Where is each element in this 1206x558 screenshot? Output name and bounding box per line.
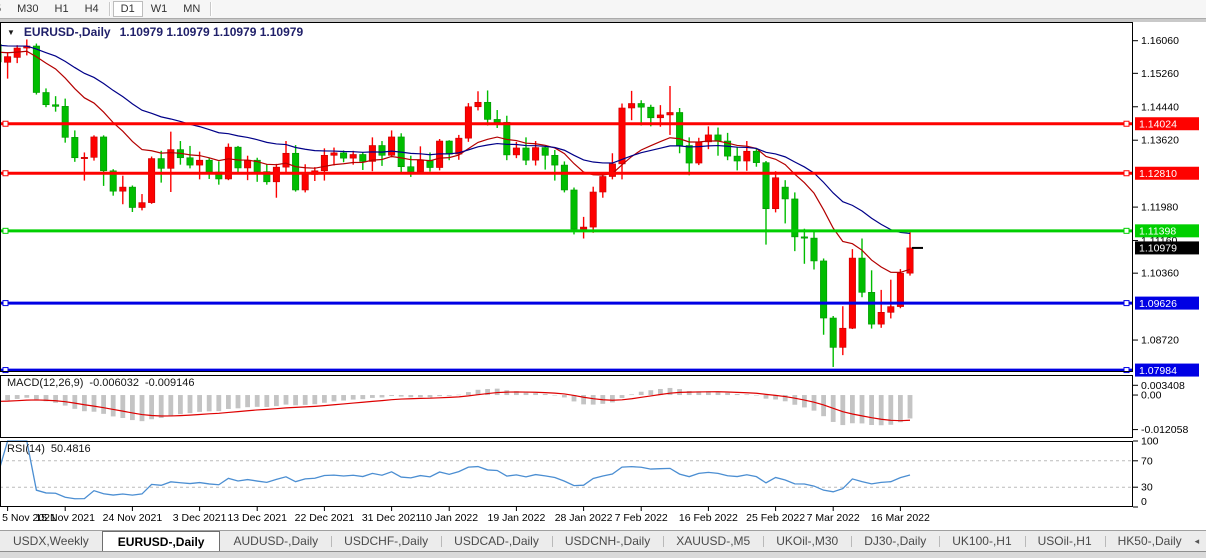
rsi-line [0,440,911,500]
svg-text:7 Mar 2022: 7 Mar 2022 [807,512,860,524]
svg-text:30: 30 [1141,482,1153,494]
svg-text:16 Feb 2022: 16 Feb 2022 [679,512,738,524]
svg-text:15 Nov 2021: 15 Nov 2021 [35,512,95,524]
rsi-pane [0,440,911,500]
toolbar-divider [0,18,1206,23]
toolbar-separator [210,2,213,16]
rsi-label: RSI(14) 50.4816 [7,443,91,455]
svg-text:7 Feb 2022: 7 Feb 2022 [615,512,668,524]
svg-text:13 Dec 2021: 13 Dec 2021 [227,512,287,524]
rsi-value: 50.4816 [50,443,91,455]
timeframe-button-H1[interactable]: H1 [54,3,69,15]
rsi-name: RSI(14) [7,443,45,455]
macd-label: MACD(12,26,9) -0.006032 -0.009146 [7,377,195,389]
svg-text:1.08720: 1.08720 [1141,335,1179,347]
tab-usdcnh-daily[interactable]: USDCNH-,Daily [551,531,663,552]
chart-background [0,22,1206,530]
svg-text:0.003408: 0.003408 [1141,380,1185,392]
rsi-guide-lines [0,460,1133,488]
svg-text:1.12810: 1.12810 [1139,168,1177,180]
macd-signal-line [0,391,911,422]
svg-text:70: 70 [1141,455,1153,467]
timeframe-button-D1[interactable]: D1 [112,1,143,17]
horizontal-level-lines[interactable] [0,120,1133,374]
svg-text:16 Mar 2022: 16 Mar 2022 [871,512,930,524]
tab-usdchf-daily[interactable]: USDCHF-,Daily [331,531,441,552]
toolbar-separator [108,2,111,16]
svg-text:1.15260: 1.15260 [1141,68,1179,80]
svg-text:1.10360: 1.10360 [1141,268,1179,280]
timeframe-toolbar: 5 M30 H1 H4 D1 W1 MN [0,0,1206,18]
timeframe-button-5[interactable]: 5 [0,1,9,17]
tab-scroll-arrows: ◂▸ [1195,536,1206,547]
svg-text:-0.012058: -0.012058 [1141,424,1188,436]
svg-text:1.13620: 1.13620 [1141,135,1179,147]
status-strip [0,551,1206,558]
tab-ukoil-m30[interactable]: UKOil-,M30 [763,531,851,552]
svg-text:1.09626: 1.09626 [1139,298,1177,310]
tab-scroll-left-icon[interactable]: ◂ [1194,536,1200,546]
macd-value: -0.006032 [89,377,139,389]
macd-pane [0,387,913,426]
timeframe-button-W1[interactable]: W1 [150,3,168,15]
badge-1.14024 [1135,117,1199,131]
svg-text:0: 0 [1141,496,1147,508]
timeframe-button-M30[interactable]: M30 [17,3,39,15]
chart-title: ▼ EURUSD-,Daily 1.10979 1.10979 1.10979 … [7,25,303,39]
tab-usoil-h1[interactable]: USOil-,H1 [1024,531,1105,552]
svg-text:19 Jan 2022: 19 Jan 2022 [487,512,545,524]
tab-uk100-h1[interactable]: UK100-,H1 [939,531,1024,552]
price-axis[interactable]: 1.160601.152601.144401.136201.119801.111… [1133,35,1188,508]
svg-text:1.14024: 1.14024 [1139,119,1177,131]
ma-fast-line [0,50,911,274]
tab-dj30-daily[interactable]: DJ30-,Daily [851,531,939,552]
svg-text:31 Dec 2021: 31 Dec 2021 [362,512,422,524]
svg-text:1.16060: 1.16060 [1141,35,1179,47]
tab-eurusd-daily[interactable]: EURUSD-,Daily [101,531,221,552]
chart-ohlc-values: 1.10979 1.10979 1.10979 1.10979 [119,25,304,39]
svg-text:25 Feb 2022: 25 Feb 2022 [746,512,805,524]
svg-text:0.00: 0.00 [1141,390,1162,402]
svg-text:5 Nov 2021: 5 Nov 2021 [2,512,56,524]
svg-text:1.07984: 1.07984 [1139,365,1177,377]
svg-text:10 Jan 2022: 10 Jan 2022 [420,512,478,524]
price-badges: 1.14024 1.12810 1.11398 1.09626 1.07984 1.109… [1135,117,1199,377]
svg-text:1.11980: 1.11980 [1141,202,1178,214]
svg-text:1.10979: 1.10979 [1139,243,1177,255]
moving-average-lines [0,44,911,274]
svg-text:3 Dec 2021: 3 Dec 2021 [173,512,227,524]
badge-1.07984 [1135,363,1199,377]
pane-borders [0,22,1133,507]
tab-xauusd-m5[interactable]: XAUUSD-,M5 [663,531,763,552]
chart-title-text: EURUSD-,Daily [23,25,111,39]
macd-name: MACD(12,26,9) [7,377,84,389]
macd-signal-value: -0.009146 [144,377,195,389]
ma-slow-line [0,44,911,235]
badge-1.09626 [1135,296,1199,310]
svg-text:24 Nov 2021: 24 Nov 2021 [103,512,163,524]
tab-usdcad-daily[interactable]: USDCAD-,Daily [441,531,552,552]
timeframe-button-H4[interactable]: H4 [84,3,99,15]
svg-text:22 Dec 2021: 22 Dec 2021 [295,512,355,524]
tab-usdx-weekly[interactable]: USDX,Weekly [13,534,89,548]
svg-text:1.14440: 1.14440 [1141,101,1179,113]
badge-1.10979 [1135,241,1199,255]
symbol-dropdown-icon[interactable]: ▼ [7,27,15,37]
timeframe-button-MN[interactable]: MN [183,3,201,15]
svg-text:1.11398: 1.11398 [1139,226,1176,238]
badge-1.11398 [1135,224,1199,238]
tab-audusd-daily[interactable]: AUDUSD-,Daily [233,534,319,548]
badge-1.12810 [1135,166,1199,180]
svg-text:28 Jan 2022: 28 Jan 2022 [555,512,613,524]
svg-text:100: 100 [1141,436,1159,448]
tab-hk50-daily[interactable]: HK50-,Daily [1104,531,1195,552]
chart-tabs-bar: USDX,Weekly EURUSD-,Daily AUDUSD-,Daily USD… [0,530,1206,552]
